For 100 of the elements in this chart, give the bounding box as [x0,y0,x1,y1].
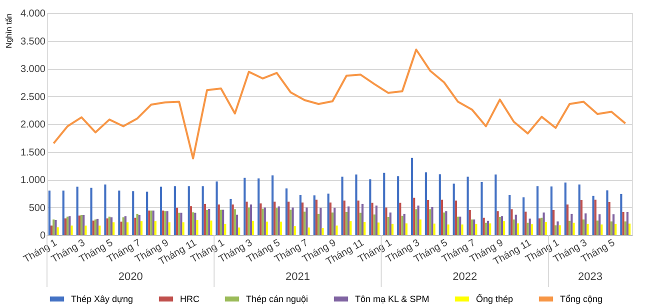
bar [182,222,184,235]
bar [542,212,545,235]
bar [413,198,416,235]
legend-label: Thép cán nguội [246,294,308,304]
bar [391,224,394,235]
bar [134,218,136,235]
bar [334,208,336,235]
bar [248,208,250,235]
bar [586,224,589,235]
text: 2020 [118,271,143,283]
bar [232,204,234,235]
legend-label: Thép Xây dựng [71,294,134,304]
bar [196,220,198,235]
bar [550,186,553,235]
y-tick-label: 0 [40,230,46,242]
y-tick-label: 4.000 [20,8,46,20]
bar [480,182,483,235]
bar [252,220,254,235]
bar [341,176,344,235]
bar [355,174,358,235]
bar [606,190,608,235]
bar [348,206,350,235]
bar [628,224,631,235]
bar [482,218,485,235]
bar [174,186,176,235]
bar [236,214,238,235]
bar [302,202,304,235]
bar [118,190,120,235]
bar [94,219,97,235]
bar [206,210,208,235]
bar [361,204,364,235]
bar [190,206,192,235]
bar [592,196,594,235]
bar [385,208,388,235]
bar [308,228,310,235]
bar [244,178,246,235]
bar [424,172,428,235]
bar [50,226,53,235]
bar [369,179,372,235]
bar [168,222,170,235]
bar [76,186,78,235]
bar [415,209,418,235]
bar [419,219,422,235]
bar [514,214,517,235]
bar [250,204,252,235]
bar [494,174,497,235]
bar [486,220,490,235]
bar [608,202,610,235]
bar [202,186,204,235]
bar [620,194,622,235]
bar [397,176,400,235]
bar [350,221,352,235]
bar [598,214,601,235]
bar [126,222,129,235]
bar [294,226,296,235]
bar [544,222,547,235]
bar [258,178,260,235]
bar [313,195,316,235]
bar [329,202,332,235]
bar [454,200,457,235]
text: 2022 [452,271,478,283]
bar [530,224,533,235]
bar [389,212,392,235]
bar [238,228,240,235]
bar [98,226,101,235]
bar [230,198,232,235]
bar [410,158,414,235]
bar [496,211,499,235]
bar [466,176,469,235]
bar [516,223,520,235]
bar [626,212,629,235]
bar [176,208,178,235]
bar [208,208,210,235]
bar [234,209,236,235]
bar [104,184,106,235]
bar [280,222,282,235]
bar [378,222,380,235]
legend-label: Tôn mạ KL & SPM [355,294,430,304]
bar [345,212,348,235]
bar [288,202,290,235]
bar [315,200,318,235]
bar [90,188,92,235]
bar [336,226,338,235]
y-tick-label: 1.000 [20,175,46,186]
bar [218,204,220,235]
bar [224,224,226,235]
line-series [52,48,626,160]
text: 2023 [578,271,602,283]
bar [610,221,612,235]
y-axis-title: Nghìn tấn [4,14,14,48]
bar [461,224,464,235]
bar [246,202,248,235]
bar [440,200,444,235]
bar [614,224,617,235]
y-tick-label: 2.500 [20,92,46,103]
bar [536,186,539,235]
bar [429,209,432,235]
bar [154,221,156,235]
bar [204,204,206,235]
bar [524,212,527,235]
